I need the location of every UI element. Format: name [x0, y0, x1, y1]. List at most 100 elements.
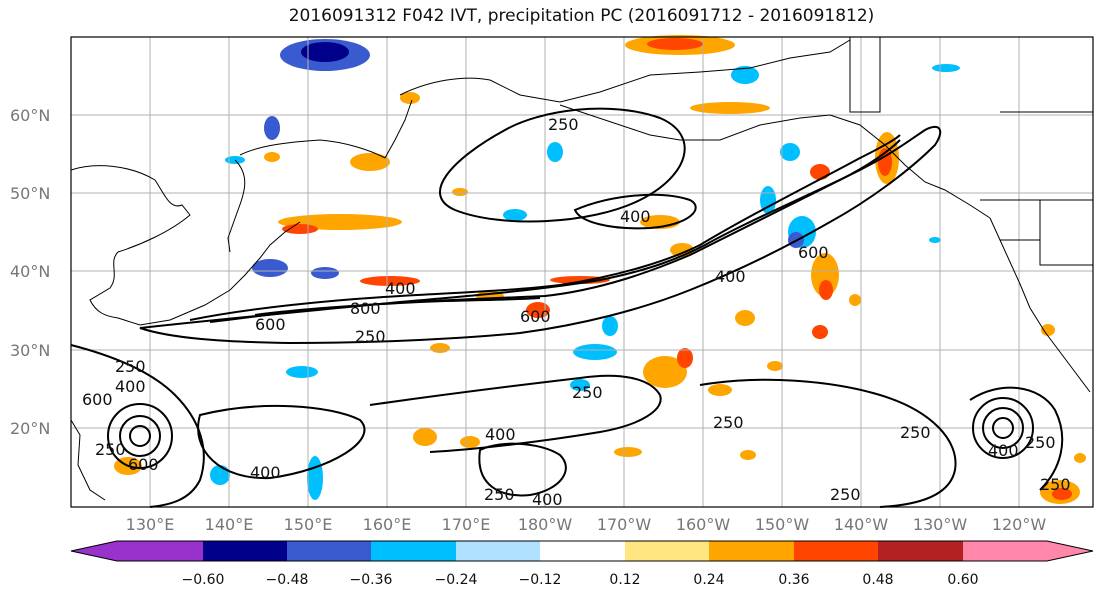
precip-patch — [932, 64, 960, 72]
colorbar-swatch — [287, 541, 371, 561]
contour-label: 400 — [115, 377, 146, 396]
precip-patch — [767, 361, 783, 371]
contour-label: 600 — [255, 315, 286, 334]
precip-patch — [547, 142, 563, 162]
contour-label: 600 — [520, 307, 551, 326]
colorbar-swatch — [371, 541, 456, 561]
coastlines — [70, 37, 1093, 501]
contour-label: 250 — [1025, 433, 1056, 452]
ivt-contour-250-east — [969, 386, 1064, 491]
contour-label: 250 — [713, 413, 744, 432]
lat-label: 30°N — [10, 341, 51, 360]
contour-label: 250 — [1040, 475, 1071, 494]
precip-patch — [286, 366, 318, 378]
lon-label: 120°W — [991, 515, 1047, 534]
precip-patch — [573, 344, 617, 360]
lat-label: 40°N — [10, 262, 51, 281]
colorbar-tick-label: −0.36 — [349, 572, 393, 588]
coastline-kamchatka — [384, 99, 413, 159]
ivt-contour-ring — [129, 425, 151, 447]
colorbar-outline — [70, 540, 1094, 562]
precip-patch — [602, 316, 618, 336]
ivt-contour-800 — [254, 297, 541, 316]
precip-patch — [526, 302, 550, 318]
contour-label: 400 — [715, 267, 746, 286]
colorbar-swatch — [794, 541, 878, 561]
contour-label: 400 — [485, 425, 516, 444]
precip-patch — [264, 116, 280, 140]
coastline-kamchatka-sea — [239, 139, 386, 159]
precip-patch — [812, 325, 828, 339]
colorbar-tick-label: 0.48 — [862, 572, 894, 588]
precip-patch — [810, 164, 830, 180]
precip-patch — [210, 465, 230, 485]
precip-patch — [708, 384, 732, 396]
map-frame — [70, 36, 1094, 508]
lon-label: 130°W — [912, 515, 968, 534]
colorbar-tick-label: −0.60 — [181, 572, 225, 588]
precip-patch — [929, 237, 941, 243]
contour-label: 250 — [548, 115, 579, 134]
coastline-canada-border — [849, 37, 881, 113]
figure-title: 2016091312 F042 IVT, precipitation PC (2… — [288, 6, 875, 26]
precip-patch — [413, 428, 437, 446]
precip-patch — [731, 66, 759, 84]
precip-patch — [460, 436, 480, 448]
contour-labels: 250 400 400 800 600 250 600 400 600 250 … — [82, 115, 1071, 509]
colorbar-swatch — [625, 541, 709, 561]
ivt-contour-ring — [982, 407, 1024, 449]
precip-patch — [311, 267, 339, 279]
colorbar-swatch — [1047, 541, 1093, 561]
colorbar-swatch — [456, 541, 540, 561]
ivt-contour-400-sw — [197, 404, 366, 480]
precip-patch — [677, 348, 693, 368]
precip-patch — [690, 102, 770, 114]
precip-patch — [643, 356, 687, 388]
colorbar-swatch — [203, 541, 287, 561]
coastline-sakhalin — [227, 159, 246, 253]
contour-label: 400 — [385, 279, 416, 298]
lat-label: 20°N — [10, 419, 51, 438]
precip-patch — [400, 92, 420, 104]
lon-label: 170°E — [441, 515, 491, 534]
coastline-north-america-west — [989, 217, 1091, 393]
ivt-contour-ring — [972, 397, 1034, 459]
colorbar-swatch — [540, 541, 625, 561]
coastline-philippines — [70, 419, 106, 501]
precip-patch — [849, 294, 861, 306]
colorbar-tick-label: 0.36 — [778, 572, 810, 588]
lon-label: 150°E — [283, 515, 333, 534]
contour-label: 600 — [82, 390, 113, 409]
graticule — [71, 37, 1093, 507]
colorbar-swatch — [878, 541, 963, 561]
precip-patch — [452, 188, 468, 196]
ivt-contours — [70, 107, 1064, 508]
ivt-contour-400 — [189, 134, 901, 321]
precip-patch — [307, 456, 323, 500]
colorbar — [70, 540, 1094, 562]
colorbar-tick-label: −0.48 — [265, 572, 309, 588]
coastline-bering — [399, 39, 851, 103]
state-borders — [980, 111, 1093, 266]
contour-label: 250 — [95, 440, 126, 459]
ivt-contour-ring — [992, 417, 1014, 439]
contour-label: 250 — [900, 423, 931, 442]
colorbar-tick-label: 0.60 — [947, 572, 979, 588]
coastline-alaska — [559, 104, 991, 219]
coastline-east-asia — [70, 165, 301, 326]
precip-patch — [1074, 453, 1086, 463]
ivt-contour-ring — [107, 403, 173, 469]
colorbar-swatch — [71, 541, 117, 561]
precip-patch — [570, 379, 590, 391]
precip-patch — [350, 153, 390, 171]
contour-label: 400 — [250, 463, 281, 482]
ivt-contour-400-central — [478, 442, 567, 497]
precip-patch — [301, 42, 349, 62]
ivt-contour-250-se — [699, 378, 957, 508]
lon-label: 130°E — [125, 515, 175, 534]
colorbar-swatch — [709, 541, 794, 561]
contour-label: 250 — [572, 383, 603, 402]
contour-label: 600 — [128, 455, 159, 474]
precip-patch — [252, 259, 288, 277]
